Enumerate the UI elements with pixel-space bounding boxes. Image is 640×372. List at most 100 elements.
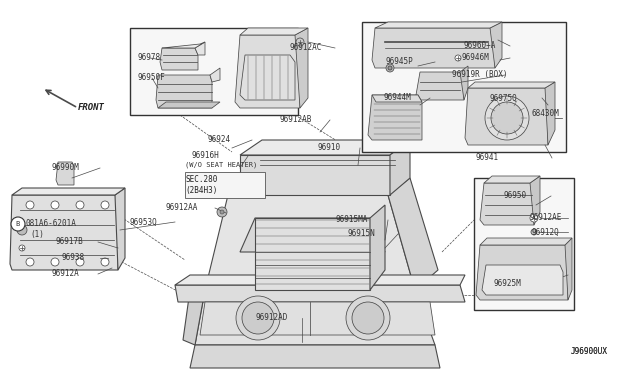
Polygon shape [190,345,440,368]
Circle shape [346,296,390,340]
Circle shape [531,229,537,235]
Circle shape [352,302,384,334]
Circle shape [386,64,394,72]
Bar [130,28,298,115]
Polygon shape [468,82,555,88]
Circle shape [101,201,109,209]
Polygon shape [56,162,74,185]
Text: 96915N: 96915N [348,230,376,238]
Text: SEC.280: SEC.280 [186,176,218,185]
Circle shape [51,258,59,266]
Polygon shape [240,140,410,155]
Text: 96912AC: 96912AC [290,44,323,52]
Text: 96946M: 96946M [462,54,490,62]
Text: J96900UX: J96900UX [571,347,608,356]
Polygon shape [240,55,295,100]
Polygon shape [390,140,410,195]
Circle shape [76,258,84,266]
Polygon shape [484,176,540,183]
Text: 96912AA: 96912AA [165,203,197,212]
Polygon shape [200,302,435,335]
Text: 96978: 96978 [138,54,161,62]
Circle shape [26,201,34,209]
Polygon shape [388,178,438,290]
Text: 96990M: 96990M [52,164,80,173]
Polygon shape [156,75,212,108]
Circle shape [17,225,27,235]
Circle shape [19,245,25,251]
Text: 96912AE: 96912AE [530,214,563,222]
Polygon shape [465,88,548,145]
Text: J96900UX: J96900UX [571,347,608,356]
Polygon shape [160,48,198,70]
Polygon shape [368,95,422,140]
Circle shape [242,302,274,334]
Bar [474,178,574,310]
Polygon shape [476,245,568,300]
Polygon shape [240,155,390,195]
Circle shape [220,210,224,214]
Polygon shape [240,218,385,252]
Polygon shape [240,28,308,35]
Text: 96910: 96910 [318,144,341,153]
Text: (1): (1) [30,230,44,238]
Text: 96950: 96950 [504,192,527,201]
Text: 96944M: 96944M [384,93,412,103]
Text: (W/O SEAT HEATER): (W/O SEAT HEATER) [185,162,257,168]
Circle shape [51,201,59,209]
Polygon shape [370,205,385,290]
Polygon shape [480,238,572,245]
Polygon shape [235,35,300,108]
Bar [362,22,566,152]
Polygon shape [372,28,495,68]
Text: 96925M: 96925M [494,279,522,289]
Text: 96938: 96938 [62,253,85,263]
Polygon shape [195,290,435,345]
Circle shape [388,66,392,70]
Polygon shape [416,72,464,100]
Polygon shape [545,82,555,145]
Polygon shape [295,28,308,108]
Text: 96912AB: 96912AB [280,115,312,125]
Text: 96912AD: 96912AD [256,314,289,323]
Polygon shape [175,285,465,302]
Text: 96960+A: 96960+A [464,42,497,51]
Circle shape [530,214,538,222]
Text: FRONT: FRONT [78,103,105,112]
Text: 96912Q: 96912Q [532,228,560,237]
Polygon shape [482,265,563,295]
Text: 96950F: 96950F [138,74,166,83]
Circle shape [491,102,523,134]
Circle shape [485,96,529,140]
Polygon shape [158,102,220,108]
Polygon shape [490,22,502,68]
Text: 96916H: 96916H [192,151,220,160]
Polygon shape [480,183,534,225]
Polygon shape [205,195,415,290]
Polygon shape [115,188,125,270]
Text: 96945P: 96945P [385,58,413,67]
Circle shape [26,258,34,266]
Polygon shape [460,66,468,100]
Polygon shape [175,275,465,285]
Polygon shape [255,218,370,290]
Circle shape [101,258,109,266]
Circle shape [76,201,84,209]
Polygon shape [375,22,502,28]
Text: 96975Q: 96975Q [490,93,518,103]
Polygon shape [162,42,205,48]
Text: 68430M: 68430M [532,109,560,119]
Text: 96953Q: 96953Q [130,218,157,227]
Text: 96919R (BOX): 96919R (BOX) [452,71,508,80]
Polygon shape [10,195,118,270]
Polygon shape [530,176,540,225]
Circle shape [236,296,280,340]
Circle shape [455,55,461,61]
Text: 96941: 96941 [476,154,499,163]
Text: B: B [15,221,19,227]
Text: 96924: 96924 [208,135,231,144]
Bar [185,172,265,198]
Text: (2B4H3): (2B4H3) [186,186,218,195]
Text: 96915MA: 96915MA [336,215,369,224]
Text: 96912A: 96912A [52,269,80,279]
